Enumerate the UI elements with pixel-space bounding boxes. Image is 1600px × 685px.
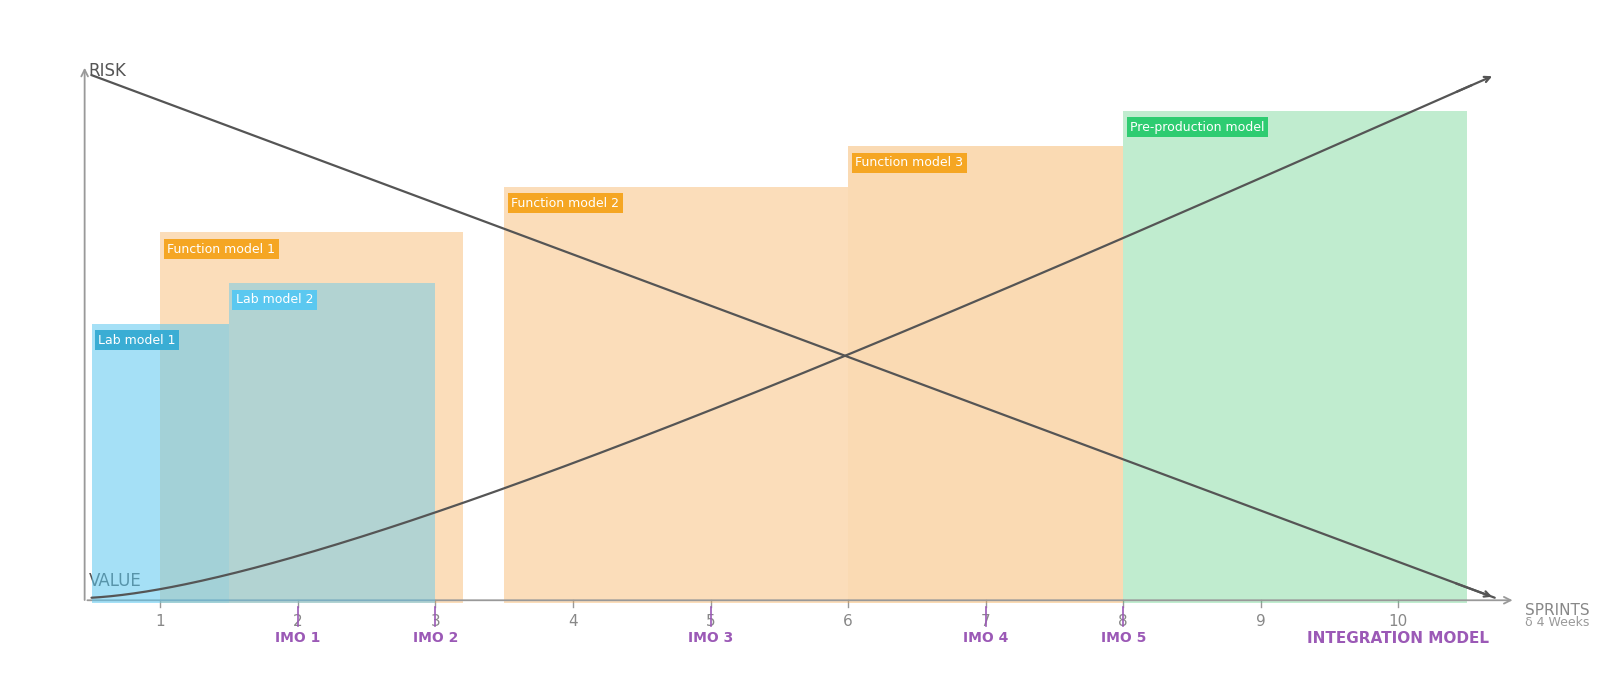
Text: 9: 9 [1256,614,1266,629]
Text: 5: 5 [706,614,715,629]
Text: IMO 4: IMO 4 [963,631,1008,645]
Bar [1123,110,1467,603]
Text: RISK: RISK [88,62,126,80]
Bar [91,324,229,603]
Text: 3: 3 [430,614,440,629]
Text: Pre-production model: Pre-production model [1130,121,1264,134]
Text: δ 4 Weeks: δ 4 Weeks [1525,616,1589,629]
Text: VALUE: VALUE [88,572,141,590]
Text: 2: 2 [293,614,302,629]
Text: 10: 10 [1389,614,1408,629]
Text: IMO 5: IMO 5 [1101,631,1146,645]
Text: Lab model 1: Lab model 1 [98,334,176,347]
Bar [848,146,1123,603]
Text: 6: 6 [843,614,853,629]
Text: IMO 3: IMO 3 [688,631,733,645]
Text: 4: 4 [568,614,578,629]
Bar [160,232,462,603]
Text: Function model 1: Function model 1 [166,242,275,256]
Text: Function model 2: Function model 2 [510,197,619,210]
Bar [229,283,435,603]
Bar [504,187,848,603]
Text: Function model 3: Function model 3 [854,156,963,169]
Text: SPRINTS: SPRINTS [1525,603,1590,618]
Text: IMO 2: IMO 2 [413,631,458,645]
Text: INTEGRATION MODEL: INTEGRATION MODEL [1307,631,1490,646]
Text: 8: 8 [1118,614,1128,629]
Text: IMO 1: IMO 1 [275,631,320,645]
Text: 7: 7 [981,614,990,629]
Text: Lab model 2: Lab model 2 [235,293,314,306]
Text: 1: 1 [155,614,165,629]
